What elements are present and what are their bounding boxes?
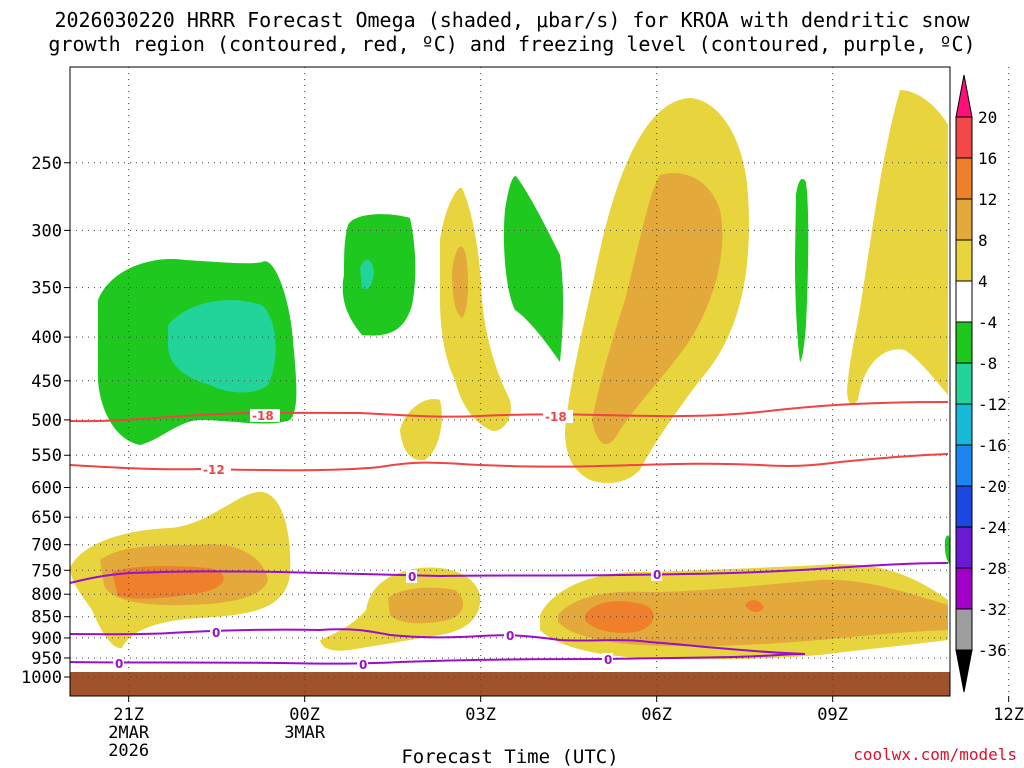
contour-label-minus18-b: -18: [545, 410, 567, 424]
freezing-label-6: 0: [359, 658, 367, 672]
freezing-label-1: 0: [408, 570, 416, 584]
x-tick-label: 2MAR: [108, 723, 150, 743]
colorbar-label: -28: [978, 559, 1007, 578]
freezing-label-2: 0: [653, 568, 661, 582]
colorbar-segment: [955, 239, 973, 282]
freezing-label-4: 0: [506, 629, 514, 643]
colorbar-label: 12: [978, 190, 997, 209]
colorbar-segment: [955, 198, 973, 241]
terrain-ground: [70, 672, 950, 696]
colorbar-label: -24: [978, 518, 1007, 537]
y-axis: 2503003504004505005506006507007508008509…: [21, 154, 70, 688]
omega-fill-orange-7: [558, 579, 948, 647]
colorbar-label: 8: [978, 231, 988, 250]
omega-fill-green-3: [503, 175, 564, 362]
colorbar-segment: [955, 157, 973, 200]
y-tick-label: 650: [31, 508, 62, 528]
colorbar: 20 16 12 8 4 -4 -8 -12 -16 -20 -24 -28 -32 -36: [955, 74, 1007, 693]
colorbar-segment: [955, 444, 973, 487]
contour-labels: -18 -18 -12 0 0 0 0 0 0 0: [113, 409, 662, 672]
y-tick-label: 800: [31, 585, 62, 605]
colorbar-label: -16: [978, 436, 1007, 455]
x-tick-label: 06Z: [641, 705, 672, 725]
y-tick-label: 300: [31, 221, 62, 241]
omega-shading: [70, 90, 950, 660]
omega-fill-deep-orange-8: [745, 599, 764, 613]
omega-fill-deep-orange-7: [585, 601, 654, 633]
contour-freezing-upper: [69, 562, 949, 584]
y-tick-label: 350: [31, 279, 62, 299]
colorbar-label: 16: [978, 149, 997, 168]
x-tick-label: 09Z: [817, 705, 848, 725]
colorbar-label: -12: [978, 395, 1007, 414]
colorbar-label: 20: [978, 108, 997, 127]
plot-frame: [69, 66, 951, 697]
colorbar-segment: [955, 321, 973, 364]
omega-fill-orange-4: [592, 173, 723, 444]
y-tick-label: 750: [31, 561, 62, 581]
x-tick-label: 12Z: [993, 705, 1024, 725]
colorbar-segment: [955, 608, 973, 651]
y-tick-label: 900: [31, 629, 62, 649]
y-tick-label: 950: [31, 649, 62, 669]
colorbar-label: 4: [978, 272, 988, 291]
colorbar-segment: [955, 526, 973, 569]
y-tick-label: 700: [31, 536, 62, 556]
omega-fill-teal-2: [360, 259, 374, 290]
colorbar-segment: [955, 567, 973, 610]
colorbar-label: -36: [978, 641, 1007, 660]
omega-fill-deep-orange: [112, 566, 224, 599]
y-tick-label: 400: [31, 328, 62, 348]
omega-fill-yellow-2: [440, 187, 511, 431]
omega-fill-teal: [168, 300, 276, 393]
omega-fill-green-4: [795, 178, 809, 362]
x-tick-label: 00Z: [289, 705, 320, 725]
x-tick-label: 03Z: [465, 705, 496, 725]
freezing-label-3: 0: [212, 626, 220, 640]
contour-label-minus18-a: -18: [252, 409, 274, 423]
credit-text: coolwx.com/models: [853, 745, 1017, 764]
freezing-label-5: 0: [115, 657, 123, 671]
x-tick-label: 21Z: [113, 705, 144, 725]
contour-freezing-lower: [69, 628, 806, 655]
colorbar-segment: [955, 116, 973, 159]
x-axis-label: Forecast Time (UTC): [401, 746, 618, 768]
colorbar-label: -4: [978, 313, 997, 332]
omega-fill-orange-6: [388, 587, 464, 624]
omega-fill-green-5: [944, 535, 950, 565]
y-tick-label: 500: [31, 411, 62, 431]
colorbar-label: -8: [978, 354, 997, 373]
y-tick-label: 1000: [21, 668, 62, 688]
colorbar-segment: [955, 485, 973, 528]
contour-label-minus12: -12: [203, 463, 225, 477]
colorbar-label: -20: [978, 477, 1007, 496]
colorbar-segment: [955, 280, 973, 323]
omega-fill-yellow-5: [847, 90, 948, 404]
colorbar-top-arrow: [955, 74, 973, 118]
y-tick-label: 850: [31, 608, 62, 628]
colorbar-segment: [955, 362, 973, 405]
omega-fill-yellow-3: [400, 399, 442, 461]
omega-fill-orange-2: [452, 246, 469, 318]
colorbar-label: -32: [978, 600, 1007, 619]
y-tick-label: 600: [31, 479, 62, 499]
x-tick-label: 3MAR: [284, 723, 326, 743]
omega-fill-green-2: [342, 214, 416, 336]
x-tick-label: 2026: [108, 741, 149, 761]
y-tick-label: 550: [31, 446, 62, 466]
y-tick-label: 250: [31, 154, 62, 174]
freezing-label-7: 0: [604, 653, 612, 667]
contour-freezing-surface: [69, 653, 806, 665]
chart-title-line-1: 2026030220 HRRR Forecast Omega (shaded, …: [54, 8, 970, 32]
colorbar-segment: [955, 403, 973, 446]
contour-dgz-minus18: [69, 401, 949, 423]
y-tick-label: 450: [31, 372, 62, 392]
chart-title-line-2: growth region (contoured, red, ºC) and f…: [48, 32, 976, 56]
colorbar-bottom-arrow: [955, 649, 973, 693]
